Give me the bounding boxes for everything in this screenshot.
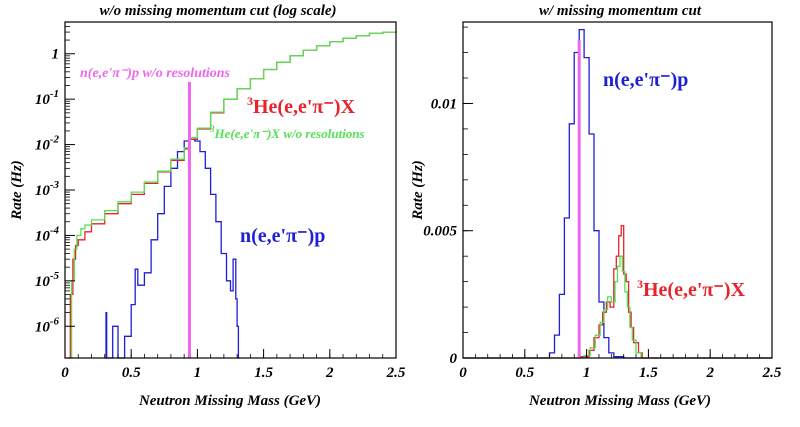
right-plot-frame (462, 21, 773, 359)
x-tick-label: 1.5 (639, 365, 658, 381)
y-tick-label: 0.005 (423, 224, 457, 240)
left-annotation-green-sup: 3 (209, 124, 215, 134)
right-annotation-red-sup: 3 (637, 277, 643, 291)
x-tick-label: 1 (194, 365, 202, 381)
right-x-axis-label: Neutron Missing Mass (GeV) (528, 393, 711, 409)
y-tick-label: 10-2 (35, 134, 60, 154)
y-tick-label: 0 (450, 351, 458, 367)
y-tick-label: 10-4 (35, 224, 60, 244)
right-annotation-red: 3He(e,e'π⁻)X (637, 277, 746, 301)
right-annotation-blue: n(e,e'π⁻)p (603, 69, 688, 91)
x-tick-label: 2 (325, 365, 334, 381)
right-chart-title: w/ missing momentum cut (539, 3, 702, 19)
x-tick-label: 2.5 (386, 365, 406, 381)
left-annotation-blue: n(e,e'π⁻)p (240, 225, 325, 247)
right-series-blue (463, 28, 772, 359)
y-tick-label: 10-6 (35, 315, 60, 335)
right-y-axis-label: Rate (Hz) (410, 160, 426, 221)
left-plot-frame (64, 21, 397, 359)
x-tick-label: 1 (583, 365, 591, 381)
right-y-ticks: 0 0.005 0.01 (423, 26, 473, 367)
y-tick-label: 0.01 (431, 96, 457, 112)
y-tick-label: 10-3 (35, 179, 60, 199)
right-series-green (463, 255, 772, 359)
left-annotation-green-text: He(e,e'π⁻)X w/o resolutions (214, 126, 365, 141)
y-tick-label: 1 (52, 47, 60, 63)
left-annotation-red-sup: 3 (247, 94, 253, 108)
left-series-green (69, 30, 397, 359)
x-tick-label: 0.5 (122, 365, 141, 381)
left-y-ticks: 10-6 10-5 10-4 10-3 10-2 10-1 1 (35, 21, 75, 335)
x-tick-label: 0 (459, 365, 467, 381)
left-series-blue (104, 137, 240, 359)
left-series-group (67, 30, 397, 359)
x-tick-label: 2 (705, 365, 714, 381)
right-panel: w/ missing momentum cut 0 0.5 1 1.5 2 2.5 0 0.… (410, 3, 782, 409)
left-annotation-red-text: He(e,e'π⁻)X (253, 96, 356, 118)
right-series-group (463, 28, 772, 359)
left-annotation-green: 3He(e,e'π⁻)X w/o resolutions (209, 124, 365, 141)
right-x-ticks: 0 0.5 1 1.5 2 2.5 (459, 349, 782, 381)
right-annotation-red-text: He(e,e'π⁻)X (643, 279, 746, 301)
left-y-axis-label: Rate (Hz) (9, 160, 25, 221)
x-tick-label: 0 (61, 365, 69, 381)
y-tick-label: 10-1 (35, 88, 59, 108)
left-panel: w/o missing momentum cut (log scale) 0 0.… (9, 3, 406, 409)
x-tick-label: 1.5 (254, 365, 273, 381)
left-x-axis-label: Neutron Missing Mass (GeV) (138, 393, 321, 409)
left-annotation-magenta: n(e,e'π⁻)p w/o resolutions (80, 66, 231, 81)
left-annotation-red: 3He(e,e'π⁻)X (247, 94, 356, 118)
x-tick-label: 0.5 (515, 365, 534, 381)
x-tick-label: 2.5 (762, 365, 782, 381)
left-chart-title: w/o missing momentum cut (log scale) (99, 3, 336, 19)
y-tick-label: 10-5 (35, 270, 60, 290)
